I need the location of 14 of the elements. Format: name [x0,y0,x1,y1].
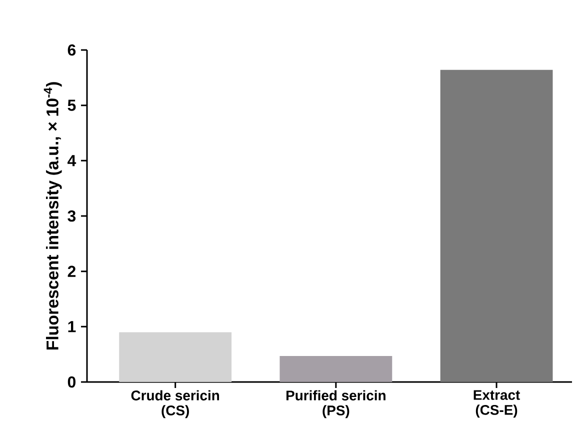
y-axis-title: Fluorescent intensity (a.u., × 10$^{-4}$) [44,82,62,350]
bar [440,70,553,382]
bar [280,356,392,382]
y-tick-label: 5 [68,100,76,111]
bar [119,332,232,382]
x-tick-label: Crude sericin (CS) [131,390,220,418]
y-tick-label: 4 [68,155,76,166]
y-tick-label: 0 [68,376,76,388]
y-tick-label: 3 [68,210,76,222]
y-tick-label: 1 [68,321,76,332]
x-tick-label: Purified sericin (PS) [286,390,386,418]
y-tick-label: 2 [68,266,76,277]
x-tick-label: Extract (CS-E) [474,390,520,418]
y-tick-label: 6 [68,44,76,56]
